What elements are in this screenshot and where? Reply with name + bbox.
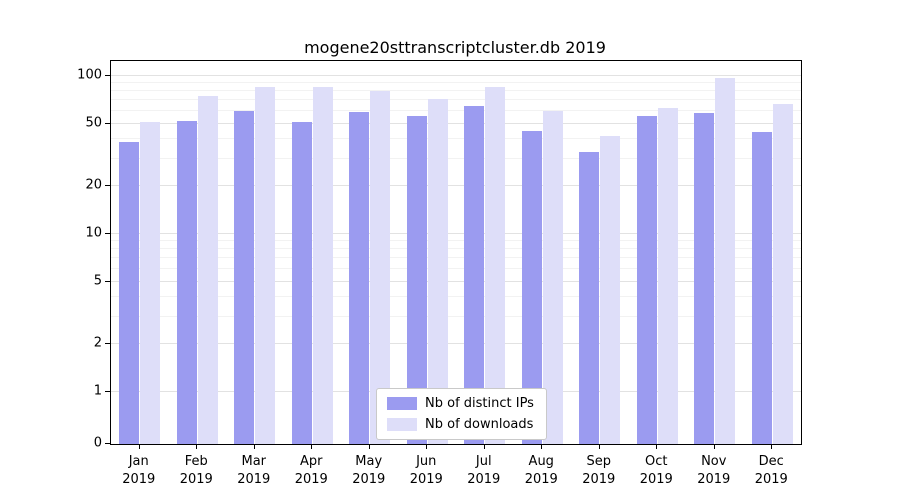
x-axis-tick-mark <box>713 444 715 449</box>
bar-downloads <box>197 95 218 444</box>
y-axis-tick-mark <box>105 343 110 345</box>
bar-downloads <box>715 78 736 444</box>
x-axis-tick-mark <box>483 444 485 449</box>
bar-distinct-ips <box>349 112 370 444</box>
legend-label-downloads: Nb of downloads <box>425 417 534 432</box>
y-axis-tick-label: 5 <box>93 273 102 289</box>
legend: Nb of distinct IPs Nb of downloads <box>376 388 547 440</box>
gridline <box>111 280 801 282</box>
chart-title: mogene20sttranscriptcluster.db 2019 <box>304 38 606 57</box>
x-axis-tick-label: Feb 2019 <box>179 454 213 487</box>
bar-downloads <box>370 91 391 444</box>
gridline <box>111 90 801 92</box>
bar-downloads <box>255 87 276 444</box>
bar-downloads <box>542 111 563 444</box>
gridline <box>111 185 801 187</box>
legend-swatch-distinct-ips <box>387 397 417 410</box>
y-axis-tick-mark <box>105 122 110 124</box>
plot-area: Nb of distinct IPs Nb of downloads <box>110 60 802 445</box>
gridline <box>111 99 801 101</box>
y-axis-tick-mark <box>105 280 110 282</box>
legend-swatch-downloads <box>387 418 417 431</box>
bar-distinct-ips <box>694 113 715 444</box>
bar-distinct-ips <box>176 120 197 444</box>
x-axis-tick-mark <box>541 444 543 449</box>
gridline <box>111 248 801 250</box>
bar-distinct-ips <box>291 122 312 444</box>
legend-row: Nb of distinct IPs <box>387 396 534 411</box>
x-axis-tick-label: Jan 2019 <box>122 454 156 487</box>
bar-downloads <box>427 98 448 444</box>
x-axis-tick-mark <box>598 444 600 449</box>
gridline <box>111 75 801 76</box>
x-axis-tick-mark <box>656 444 658 449</box>
gridline <box>111 240 801 242</box>
bar-distinct-ips <box>406 115 427 444</box>
x-axis-tick-mark <box>771 444 773 449</box>
bar-downloads <box>772 103 793 444</box>
legend-row: Nb of downloads <box>387 417 534 432</box>
y-axis-tick-mark <box>105 391 110 392</box>
bar-distinct-ips <box>751 132 772 444</box>
x-axis-tick-mark <box>368 444 370 449</box>
x-axis-tick-label: Oct 2019 <box>639 454 673 487</box>
x-axis-tick-label: Mar 2019 <box>237 454 271 487</box>
x-axis-tick-label: Jul 2019 <box>467 454 501 487</box>
x-axis-tick-label: Nov 2019 <box>697 454 731 487</box>
x-axis-tick-mark <box>426 444 428 449</box>
bar-distinct-ips <box>521 130 542 444</box>
y-axis-tick-label: 50 <box>85 115 102 131</box>
gridline <box>111 295 801 297</box>
bar-downloads <box>657 107 678 444</box>
bar-downloads <box>600 135 621 444</box>
y-axis-tick-label: 0 <box>93 435 102 451</box>
x-axis-tick-label: May 2019 <box>352 454 386 487</box>
y-axis-tick-mark <box>105 233 110 234</box>
x-axis-tick-label: Apr 2019 <box>294 454 328 487</box>
x-axis-tick-label: Aug 2019 <box>524 454 558 487</box>
x-axis-tick-label: Dec 2019 <box>754 454 788 487</box>
bar-distinct-ips <box>579 152 600 444</box>
y-axis-tick-label: 2 <box>93 335 102 351</box>
x-axis-tick-label: Sep 2019 <box>582 454 616 487</box>
x-axis-tick-mark <box>138 444 140 449</box>
x-axis-tick-mark <box>253 444 255 449</box>
y-axis-tick-label: 10 <box>85 225 102 241</box>
bar-distinct-ips <box>119 142 140 444</box>
gridline <box>111 110 801 112</box>
bar-downloads <box>140 122 161 444</box>
y-axis-tick-label: 100 <box>77 67 102 83</box>
bar-downloads <box>485 87 506 444</box>
bar-distinct-ips <box>464 105 485 444</box>
x-axis-tick-label: Jun 2019 <box>409 454 443 487</box>
gridline <box>111 157 801 159</box>
y-axis-tick-label: 20 <box>85 177 102 193</box>
bar-downloads <box>312 87 333 444</box>
legend-label-distinct-ips: Nb of distinct IPs <box>425 396 534 411</box>
gridline <box>111 82 801 84</box>
gridline <box>111 315 801 317</box>
y-axis-tick-mark <box>105 75 110 76</box>
gridline <box>111 343 801 345</box>
gridline <box>111 268 801 270</box>
gridline <box>111 233 801 234</box>
x-axis-tick-mark <box>311 444 313 449</box>
x-axis-tick-mark <box>196 444 198 449</box>
y-axis-tick-mark <box>105 443 110 444</box>
bar-distinct-ips <box>234 111 255 444</box>
y-axis-tick-label: 1 <box>93 383 102 399</box>
y-axis-tick-mark <box>105 185 110 187</box>
gridline <box>111 137 801 139</box>
gridline <box>111 257 801 259</box>
gridline <box>111 122 801 124</box>
bar-distinct-ips <box>636 115 657 444</box>
